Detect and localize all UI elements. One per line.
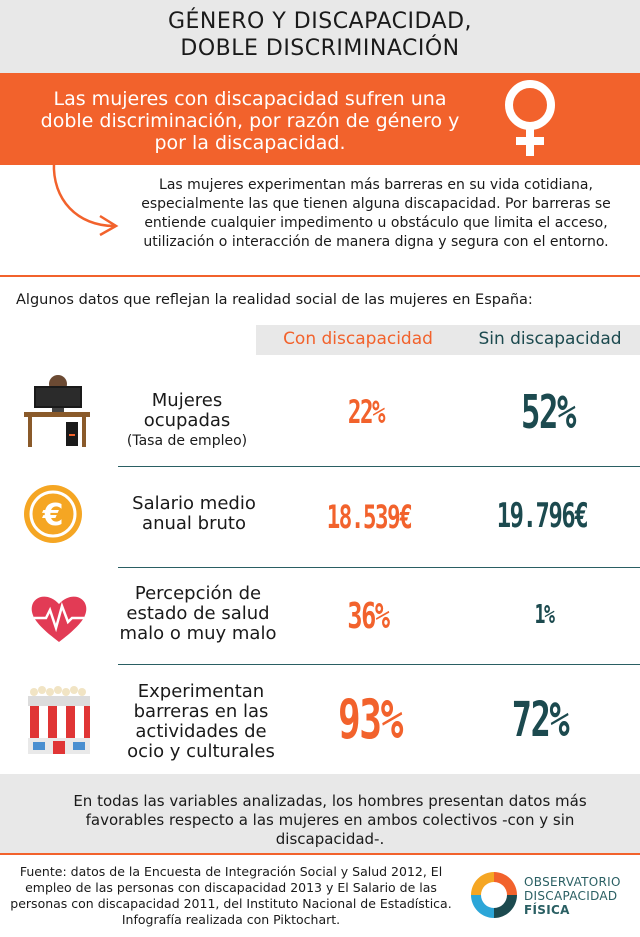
row-3-label: Percepción de estado de salud malo o muy… [119,583,277,644]
row-1-sublabel: (Tasa de empleo) [126,433,248,449]
banner-text: Las mujeres con discapacidad sufren una … [40,88,460,154]
column-header-con: Con discapacidad [283,329,433,349]
divider [0,853,640,855]
title-line-2: DOBLE DISCRIMINACIÓN [180,36,460,61]
row-4-sin-value: 72% [511,692,570,748]
logo-line-1: OBSERVATORIO [524,875,621,889]
office-worker-icon [24,375,90,447]
row-1-sin-value: 52% [521,385,576,439]
intro-text: Algunos datos que reflejan la realidad s… [16,292,533,308]
curved-arrow-icon [52,161,119,237]
row-4-con-value: 93% [337,688,403,751]
svg-text:€: € [42,498,64,533]
footer-text: En todas las variables analizadas, los h… [73,792,587,848]
page-title: GÉNERO Y DISCAPACIDAD, DOBLE DISCRIMINAC… [0,8,640,62]
row-separator [118,664,640,665]
row-1-label: Mujeres ocupadas (Tasa de empleo) [120,391,254,451]
logo-line-2: DISCAPACIDAD [524,889,618,903]
heart-pulse-icon [31,596,87,642]
observatorio-logo-icon [471,872,517,918]
row-separator [118,567,640,568]
venus-symbol-icon [505,80,555,156]
footer-band [0,774,640,854]
logo-line-3: FÍSICA [524,903,570,917]
row-3-con-value: 36% [347,596,390,637]
source-text: Fuente: datos de la Encuesta de Integrac… [10,864,452,927]
row-1-label-text: Mujeres ocupadas [143,390,231,431]
header-band [0,0,640,73]
row-2-con-value: 18.539€ [326,498,413,536]
column-header-band [256,325,640,355]
column-header-sin: Sin discapacidad [478,329,622,349]
row-2-sin-value: 19.796€ [496,496,589,536]
row-4-label: Experimentan barreras en las actividades… [127,681,275,762]
euro-coin-icon: € [24,485,82,543]
row-3-sin-value: 1% [534,600,555,630]
row-2-label: Salario medio anual bruto [132,493,256,534]
title-line-1: GÉNERO Y DISCAPACIDAD, [167,9,473,34]
row-1-con-value: 22% [347,393,386,431]
cinema-popcorn-icon [28,686,90,754]
divider [0,275,640,277]
description-text: Las mujeres experimentan más barreras en… [141,177,611,250]
row-separator [118,466,640,467]
